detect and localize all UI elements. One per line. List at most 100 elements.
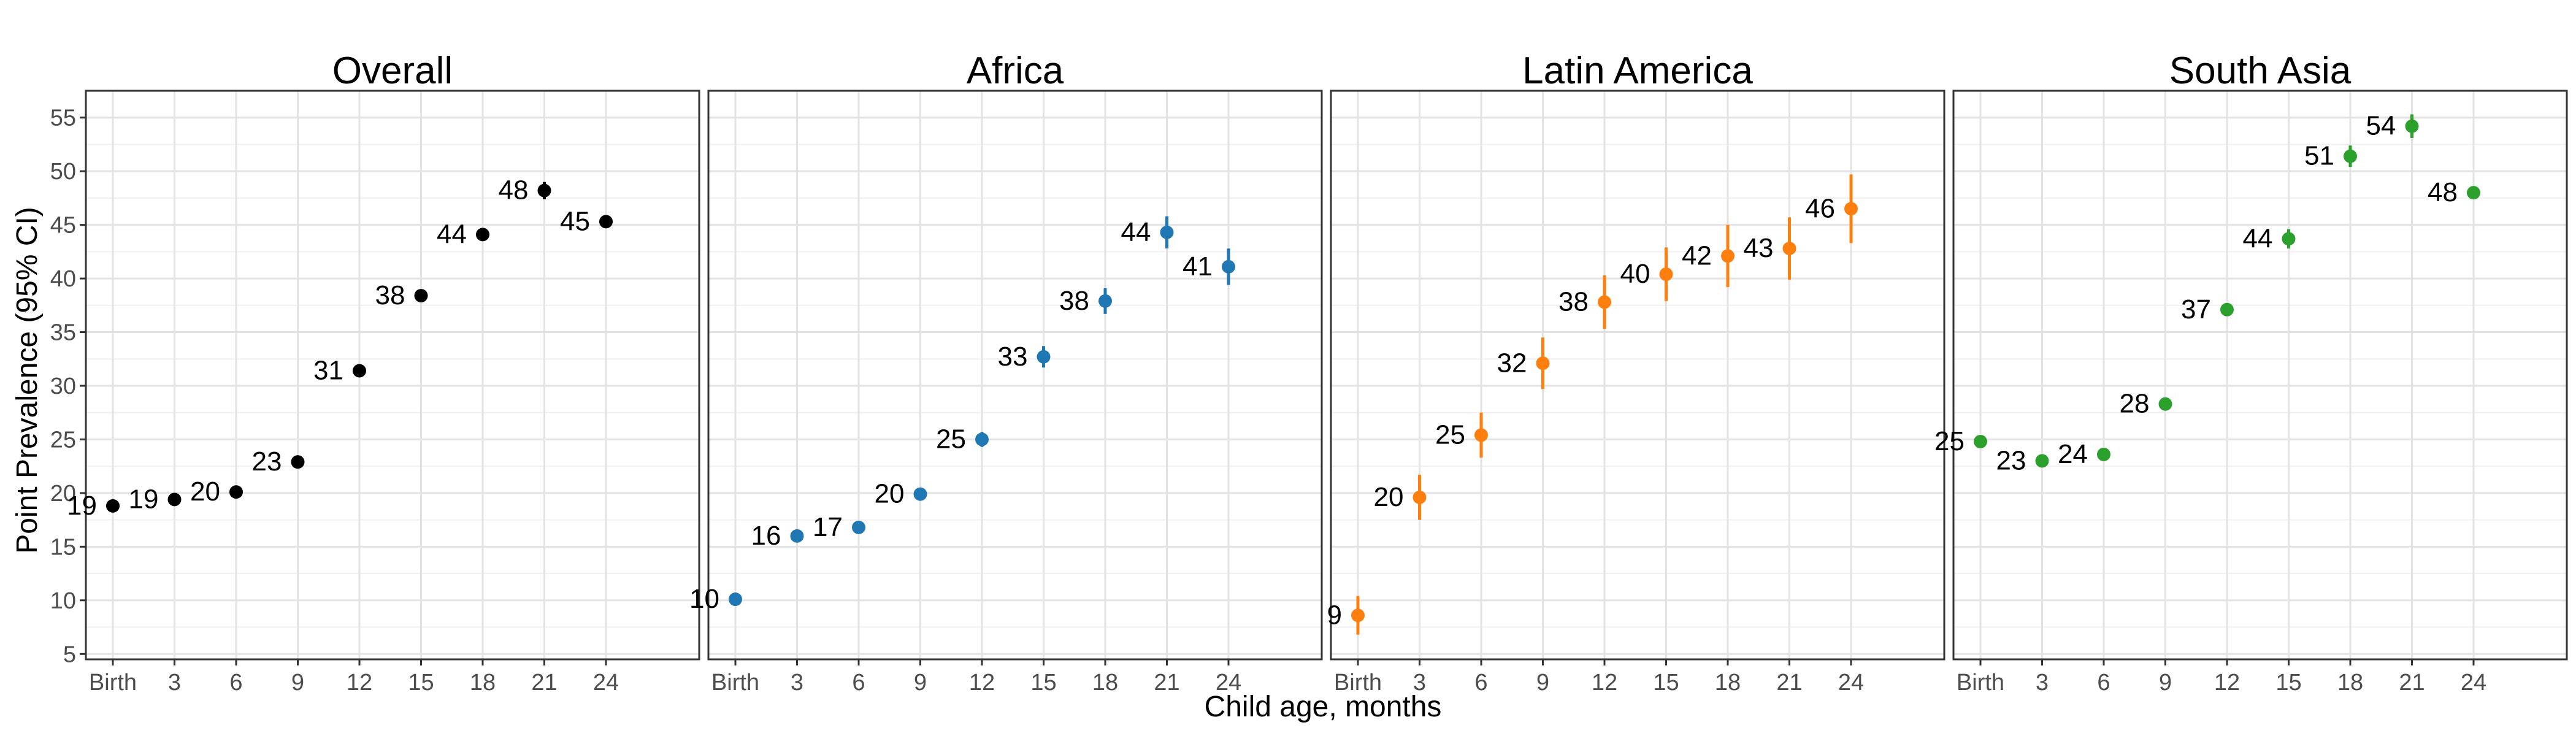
data-label: 51	[2304, 141, 2334, 171]
data-label: 37	[2181, 294, 2211, 324]
data-label: 17	[813, 512, 843, 542]
panel-2: Latin America Birth 3 6 9 12 15 18 21 24 9 20 25 32 38…	[1327, 50, 1945, 696]
panel-title: Latin America	[1522, 50, 1753, 92]
panel-border	[707, 90, 1323, 661]
x-tick-label: 12	[1592, 670, 1617, 696]
data-point	[852, 520, 865, 534]
data-point	[975, 432, 989, 447]
data-point	[1474, 428, 1488, 442]
x-tick-label: 18	[1092, 670, 1118, 696]
data-point	[790, 529, 804, 543]
x-tick-label: 9	[2159, 670, 2172, 696]
x-tick-label: 21	[531, 670, 557, 696]
data-label: 31	[313, 356, 343, 386]
data-point	[291, 455, 305, 469]
x-tick-label: 18	[1715, 670, 1741, 696]
data-label: 19	[67, 491, 97, 521]
data-label: 10	[689, 584, 719, 614]
data-label: 23	[252, 447, 282, 477]
panel-title: Overall	[332, 50, 453, 92]
data-label: 25	[936, 424, 966, 454]
panel-background	[1953, 91, 2567, 659]
x-tick-label: 9	[1536, 670, 1549, 696]
x-tick-label: 9	[914, 670, 927, 696]
x-tick-label: 18	[470, 670, 496, 696]
data-point	[2467, 186, 2480, 200]
x-tick-label: 3	[168, 670, 181, 696]
data-label: 45	[560, 206, 590, 236]
x-tick-label: 12	[347, 670, 372, 696]
x-tick-label: 6	[852, 670, 865, 696]
data-label: 41	[1183, 251, 1213, 282]
x-tick-label: 6	[1474, 670, 1487, 696]
y-tick-label: 55	[50, 105, 76, 131]
y-tick-label: 10	[50, 588, 76, 614]
y-tick-label: 25	[50, 427, 76, 453]
panel-border	[1330, 90, 1945, 661]
data-point	[167, 493, 182, 507]
panels-group: Overall Birth 3 6 9 12 15 18 21 24 5 10 15 20 25 30 35 40…	[50, 50, 2568, 696]
data-point	[2035, 454, 2049, 468]
data-point	[1598, 295, 1611, 309]
data-point	[1098, 294, 1112, 308]
data-label: 40	[1620, 259, 1650, 289]
data-label: 16	[751, 521, 781, 551]
x-tick-label: Birth	[1957, 670, 2004, 696]
data-label: 43	[1744, 233, 1774, 263]
data-point	[913, 487, 927, 501]
panel-background	[86, 91, 699, 659]
x-tick-label: 24	[1838, 670, 1864, 696]
data-label: 48	[499, 175, 529, 205]
data-label: 24	[2058, 439, 2088, 469]
panel-background	[708, 91, 1322, 659]
panel-3: South Asia Birth 3 6 9 12 15 18 21 24 25 23 24 28 37 44…	[1934, 50, 2568, 696]
y-tick-label: 50	[50, 159, 76, 185]
x-tick-label: 12	[969, 670, 995, 696]
data-label: 23	[1996, 445, 2026, 475]
data-point	[1536, 356, 1550, 370]
x-tick-label: Birth	[89, 670, 137, 696]
y-tick-label: 15	[50, 534, 76, 560]
data-point	[1782, 242, 1796, 256]
x-tick-label: 24	[2461, 670, 2486, 696]
x-tick-label: 24	[593, 670, 619, 696]
data-label: 38	[1558, 287, 1589, 317]
data-label: 25	[1435, 420, 1465, 450]
panel-title: South Asia	[2169, 50, 2352, 92]
x-tick-label: 3	[791, 670, 803, 696]
data-label: 46	[1805, 193, 1835, 223]
data-label: 54	[2366, 111, 2396, 141]
data-point	[414, 289, 428, 303]
x-axis-title: Child age, months	[1205, 691, 1442, 723]
x-tick-label: 6	[2097, 670, 2110, 696]
data-label: 19	[129, 484, 159, 514]
x-tick-label: 12	[2214, 670, 2240, 696]
data-point	[2405, 119, 2419, 133]
x-tick-label: 15	[1653, 670, 1679, 696]
data-label: 42	[1682, 240, 1712, 270]
data-point	[1351, 608, 1365, 623]
y-axis-title: Point Prevalence (95% CI)	[11, 207, 44, 554]
x-tick-label: 6	[229, 670, 242, 696]
y-tick-label: 40	[50, 266, 76, 292]
data-point	[1222, 259, 1235, 274]
data-point	[2220, 302, 2234, 316]
data-label: 25	[1934, 426, 1965, 456]
data-point	[229, 485, 243, 499]
data-point	[476, 228, 489, 242]
data-label: 9	[1327, 600, 1342, 630]
data-label: 20	[1374, 482, 1404, 512]
x-tick-label: 18	[2337, 670, 2363, 696]
data-label: 44	[437, 219, 467, 249]
data-label: 38	[1059, 286, 1089, 316]
data-label: 20	[190, 477, 220, 507]
data-point	[1160, 225, 1174, 239]
x-tick-label: Birth	[711, 670, 759, 696]
data-point	[2097, 447, 2110, 461]
x-tick-label: 24	[1216, 670, 1241, 696]
data-point	[2282, 232, 2296, 246]
data-point	[2344, 149, 2357, 163]
x-tick-label: 15	[1030, 670, 1056, 696]
x-tick-label: 21	[2399, 670, 2425, 696]
